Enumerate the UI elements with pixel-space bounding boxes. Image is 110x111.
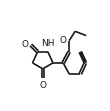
Text: O: O xyxy=(60,36,67,45)
Text: NH: NH xyxy=(41,39,55,48)
Text: O: O xyxy=(39,81,46,90)
Text: O: O xyxy=(21,41,28,50)
